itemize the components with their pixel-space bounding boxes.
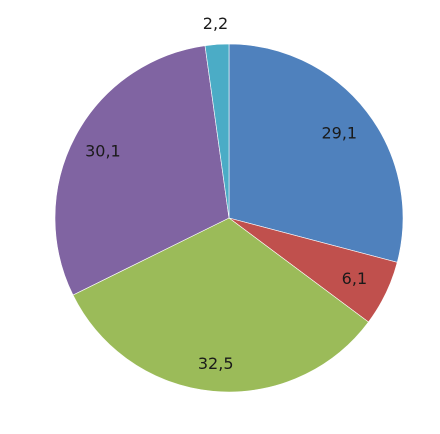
pie-slice-1	[228, 43, 404, 263]
pie-slice-label-3: 32,5	[198, 354, 234, 373]
pie-slice-5	[204, 43, 230, 219]
pie-slice-label-4: 30,1	[85, 142, 121, 161]
pie-data-labels: 29,1 6,1 32,5 30,1 2,2	[85, 14, 367, 373]
pie-slice-4	[54, 45, 230, 296]
pie-slice-label-1: 29,1	[321, 124, 357, 143]
pie-slices	[54, 43, 404, 393]
pie-slice-3	[72, 217, 369, 393]
pie-slice-label-5: 2,2	[203, 14, 228, 33]
pie-slice-label-2: 6,1	[342, 269, 367, 288]
